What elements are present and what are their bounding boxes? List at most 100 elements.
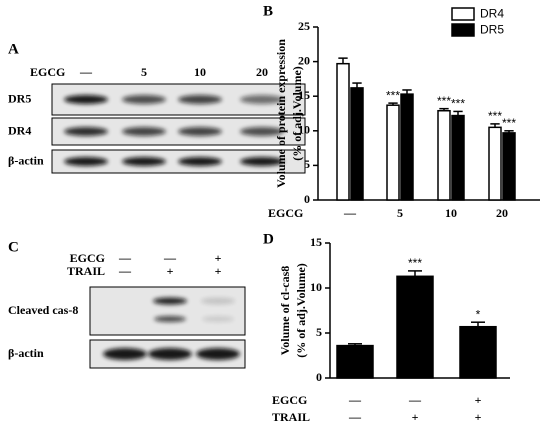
significance-label: *** xyxy=(437,94,451,108)
y-tick-label: 5 xyxy=(304,157,310,171)
y-tick-label: 25 xyxy=(298,19,310,33)
bar xyxy=(350,87,364,201)
error-bar xyxy=(490,123,500,128)
panel-letter: B xyxy=(263,3,273,19)
y-tick-label: 0 xyxy=(316,370,322,384)
error-bar xyxy=(471,321,485,327)
blot-band xyxy=(201,297,235,305)
blot-label: β-actin xyxy=(8,153,44,167)
blot-band xyxy=(178,157,222,166)
lane-label: — xyxy=(79,65,93,79)
x-axis-label: EGCG xyxy=(268,206,303,220)
significance-label: * xyxy=(476,307,481,321)
legend-label: DR4 xyxy=(480,7,504,21)
treatment-label: TRAIL xyxy=(67,264,105,278)
bar xyxy=(400,93,414,201)
blot-label: Cleaved cas-8 xyxy=(8,303,78,317)
legend-swatch xyxy=(451,7,475,21)
bar xyxy=(336,344,374,379)
blot-label: DR4 xyxy=(8,123,31,137)
bar xyxy=(396,275,434,379)
blot-band xyxy=(196,348,240,360)
lane-label: 10 xyxy=(194,65,206,79)
y-tick-label: 10 xyxy=(298,123,310,137)
x-tick-label: 10 xyxy=(445,206,457,220)
x-tick-label: + xyxy=(412,410,419,424)
significance-label: *** xyxy=(386,88,400,102)
blot-band xyxy=(202,316,234,322)
x-tick-label: 20 xyxy=(496,206,508,220)
y-tick-label: 15 xyxy=(310,235,322,249)
blot-label: β-actin xyxy=(8,346,44,360)
x-tick-label: — xyxy=(348,393,362,407)
lane-label: — xyxy=(163,251,177,265)
y-tick-label: 20 xyxy=(298,53,310,67)
y-tick-label: 10 xyxy=(310,280,322,294)
significance-label: *** xyxy=(502,116,516,130)
blot-band xyxy=(154,316,186,322)
error-bar xyxy=(348,343,362,346)
lane-label: + xyxy=(215,251,222,265)
row-label: TRAIL xyxy=(272,410,310,424)
x-tick-label: 5 xyxy=(397,206,403,220)
blot-label: DR5 xyxy=(8,91,31,105)
y-axis-label: (% of adj.Volume) xyxy=(294,263,308,358)
blot-band xyxy=(103,348,147,360)
error-bar xyxy=(402,89,412,95)
error-bar xyxy=(453,110,463,116)
x-tick-label: — xyxy=(408,393,422,407)
blot-band xyxy=(240,127,284,136)
legend-label: DR5 xyxy=(480,23,504,37)
bar xyxy=(459,325,497,379)
error-bar xyxy=(388,102,398,106)
bar xyxy=(437,109,451,201)
bar xyxy=(502,132,516,201)
y-axis-label: Volume of cl-cas8 xyxy=(278,266,292,356)
error-bar xyxy=(338,57,348,64)
x-tick-label: + xyxy=(475,410,482,424)
blot-frame xyxy=(89,286,246,336)
treatment-label: EGCG xyxy=(30,65,65,79)
y-tick-label: 15 xyxy=(298,88,310,102)
blot-band xyxy=(178,95,222,104)
bar xyxy=(336,62,350,201)
blot-band xyxy=(122,95,166,104)
blot-band xyxy=(148,348,192,360)
error-bar xyxy=(504,130,514,133)
treatment-label: EGCG xyxy=(70,251,105,265)
blot-band xyxy=(240,157,284,166)
lane-label: — xyxy=(118,264,132,278)
significance-label: *** xyxy=(451,97,465,111)
blot-band xyxy=(64,95,108,104)
lane-label: — xyxy=(118,251,132,265)
x-tick-label: — xyxy=(348,410,362,424)
blot-band xyxy=(64,127,108,136)
y-axis-label: Volume of protein expression xyxy=(274,39,288,188)
x-tick-label: + xyxy=(475,393,482,407)
error-bar xyxy=(408,270,422,277)
panel-letter: A xyxy=(8,41,19,57)
bar xyxy=(451,114,465,201)
y-tick-label: 0 xyxy=(304,192,310,206)
row-label: EGCG xyxy=(272,393,307,407)
significance-label: *** xyxy=(488,109,502,123)
lane-label: 20 xyxy=(256,65,268,79)
bar xyxy=(488,126,502,201)
legend-swatch xyxy=(451,23,475,37)
blot-band xyxy=(178,127,222,136)
blot-band xyxy=(122,157,166,166)
error-bar xyxy=(352,82,362,88)
y-axis-label: (% of adj.Volume) xyxy=(290,66,304,161)
bar xyxy=(386,104,400,201)
blot-band xyxy=(240,95,284,104)
lane-label: + xyxy=(215,264,222,278)
panel-letter: C xyxy=(8,239,19,255)
blot-band xyxy=(64,157,108,166)
x-tick-label: — xyxy=(343,206,357,220)
lane-label: + xyxy=(167,264,174,278)
error-bar xyxy=(439,107,449,111)
panel-letter: D xyxy=(263,231,274,247)
blot-band xyxy=(122,127,166,136)
blot-band xyxy=(153,297,187,305)
